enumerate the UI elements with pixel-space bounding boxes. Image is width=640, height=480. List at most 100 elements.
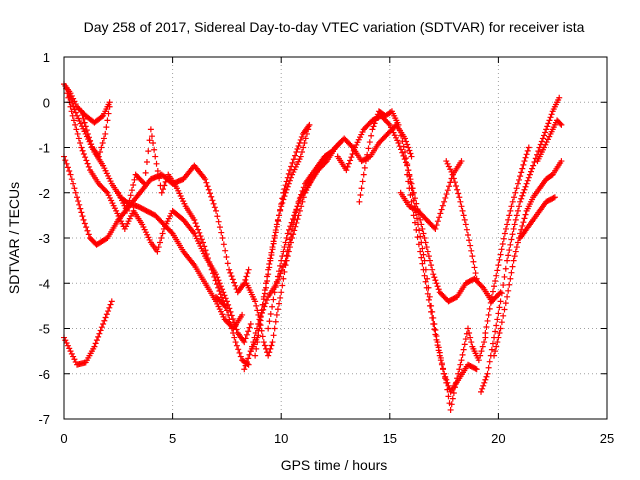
data-point <box>535 148 542 155</box>
axis-ticks <box>63 56 608 420</box>
data-point <box>497 251 504 258</box>
data-point <box>491 352 498 359</box>
data-point <box>285 180 292 187</box>
data-point <box>420 251 427 258</box>
data-point <box>231 279 238 286</box>
data-point <box>227 269 234 276</box>
data-point <box>344 163 351 170</box>
data-point <box>364 151 371 158</box>
data-point <box>215 284 222 291</box>
data-point <box>286 167 293 174</box>
data-point <box>366 139 373 146</box>
data-point <box>211 273 218 280</box>
data-point <box>429 266 436 273</box>
data-point <box>262 300 269 307</box>
data-point <box>445 382 452 389</box>
data-point <box>478 283 485 290</box>
data-point <box>224 260 231 267</box>
data-point <box>502 265 509 272</box>
data-point <box>208 193 215 200</box>
data-point <box>75 135 82 142</box>
data-point <box>244 270 251 277</box>
data-point <box>276 268 283 275</box>
data-point <box>103 124 110 131</box>
data-point <box>216 280 223 287</box>
data-point <box>473 275 480 282</box>
data-point <box>453 379 460 386</box>
data-point <box>398 132 405 139</box>
data-point <box>99 139 106 146</box>
data-point <box>285 170 292 177</box>
data-point <box>160 186 167 193</box>
data-point <box>511 253 518 260</box>
data-point <box>507 241 514 248</box>
data-point <box>517 173 524 180</box>
data-point <box>242 362 249 369</box>
data-point <box>195 226 202 233</box>
data-point <box>462 221 469 228</box>
data-point <box>442 375 449 382</box>
data-point <box>103 188 110 195</box>
data-point <box>459 351 466 358</box>
data-point <box>453 182 460 189</box>
data-point <box>219 235 226 241</box>
data-point <box>278 289 285 296</box>
data-point <box>530 162 537 169</box>
data-point <box>517 198 524 205</box>
data-point <box>407 192 414 199</box>
data-point <box>456 194 463 201</box>
data-point <box>372 117 379 124</box>
data-point <box>478 388 485 395</box>
data-point <box>495 262 502 269</box>
data-point <box>436 352 443 359</box>
trace-13 <box>356 108 480 395</box>
data-point <box>523 151 530 158</box>
data-point <box>454 186 461 193</box>
data-point <box>216 224 223 231</box>
data-point <box>443 158 450 165</box>
data-point <box>395 139 402 146</box>
data-point <box>400 143 407 150</box>
data-point <box>81 119 88 126</box>
data-point <box>294 203 301 210</box>
data-point <box>202 247 209 254</box>
y-tick-label: -4 <box>38 276 50 291</box>
trace-16 <box>443 158 480 282</box>
data-point <box>290 156 297 163</box>
x-tick-label: 5 <box>169 431 176 446</box>
data-point <box>145 148 152 155</box>
data-point <box>291 227 298 234</box>
data-point <box>261 303 268 310</box>
data-point <box>426 302 433 309</box>
data-point <box>514 207 521 214</box>
data-point <box>525 144 532 151</box>
data-point <box>245 266 252 273</box>
data-point <box>485 311 492 318</box>
data-point <box>255 311 262 318</box>
data-point <box>419 260 426 267</box>
data-point <box>399 138 406 145</box>
data-point <box>449 395 456 402</box>
data-point <box>245 328 252 335</box>
data-point <box>457 198 464 205</box>
data-point <box>373 114 380 121</box>
data-point <box>425 296 432 303</box>
data-point <box>269 303 276 310</box>
data-point <box>70 103 77 110</box>
data-point <box>512 216 519 223</box>
data-point <box>482 376 489 383</box>
data-point <box>472 270 479 277</box>
data-point <box>279 253 286 260</box>
data-point <box>78 144 85 151</box>
data-point <box>444 386 451 393</box>
data-point <box>128 187 135 194</box>
data-point <box>497 298 504 305</box>
data-point <box>83 157 90 164</box>
data-point <box>98 144 105 151</box>
data-point <box>67 103 74 110</box>
trace-18 <box>482 144 532 337</box>
data-point <box>434 283 441 290</box>
data-point <box>413 226 420 233</box>
data-point <box>322 159 329 166</box>
data-point <box>519 192 526 199</box>
